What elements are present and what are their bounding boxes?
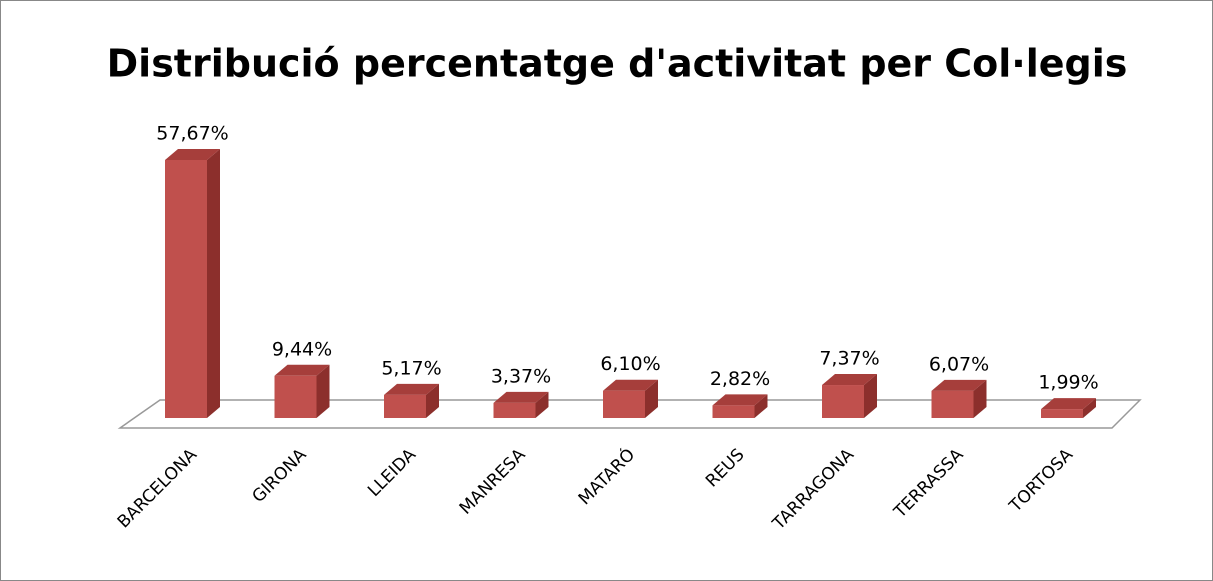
bar-side <box>864 374 877 418</box>
data-label: 5,17% <box>381 357 441 379</box>
bar <box>384 394 426 418</box>
bar-top <box>384 383 439 395</box>
bar-side <box>754 394 768 418</box>
bar-top <box>165 149 220 160</box>
data-label: 6,07% <box>929 353 989 375</box>
data-label: 9,44% <box>272 338 332 360</box>
data-label: 7,37% <box>819 348 879 370</box>
bar <box>493 402 536 418</box>
bar-top <box>931 379 987 391</box>
chart-title: Distribució percentatge d'activitat per … <box>107 42 1128 86</box>
bar <box>1041 409 1083 418</box>
bar-side <box>426 383 439 418</box>
bar-side <box>1083 398 1096 418</box>
data-label: 6,10% <box>600 353 660 375</box>
bar-top <box>1041 398 1096 410</box>
bar-top <box>493 391 549 403</box>
bar-top <box>274 364 330 376</box>
bar-side <box>207 149 220 418</box>
bar-side <box>645 379 658 418</box>
bar-side <box>973 379 987 418</box>
data-label: 3,37% <box>491 365 551 387</box>
bar <box>712 405 755 418</box>
bar-top <box>712 394 768 406</box>
bar-top <box>603 379 658 391</box>
bar <box>165 160 207 418</box>
bar <box>931 390 974 418</box>
bar <box>603 390 645 418</box>
bar <box>822 385 864 418</box>
bar <box>274 375 317 418</box>
data-label: 57,67% <box>156 123 228 145</box>
bar-top <box>822 374 877 386</box>
data-label: 2,82% <box>710 368 770 390</box>
data-label: 1,99% <box>1038 372 1098 394</box>
bar-side <box>316 364 330 418</box>
bar-side <box>535 391 549 418</box>
